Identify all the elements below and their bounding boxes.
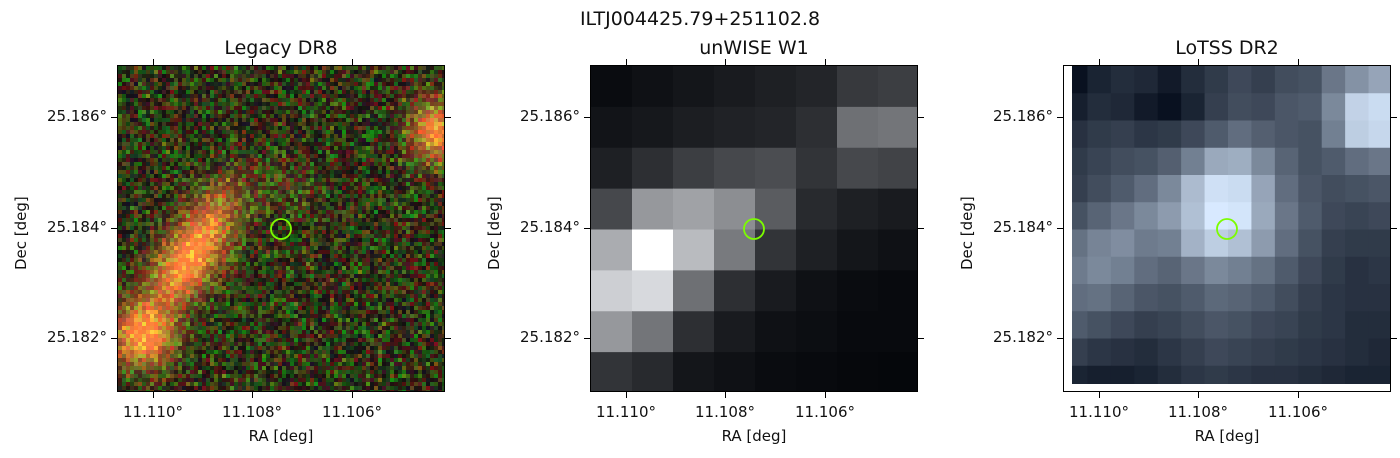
unwise-image xyxy=(590,65,918,392)
panel-lotss-dr2: LoTSS DR2 Dec [deg] 25.186° 25.184° 25.1… xyxy=(946,0,1400,458)
panel-unwise-w1: unWISE W1 Dec [deg] 25.186° 25.184° 25.1… xyxy=(473,0,924,458)
x-tick-label: 11.106° xyxy=(795,403,855,421)
y-tick-label: 25.186° xyxy=(47,107,107,125)
unwise-grayscale-cutout xyxy=(591,66,917,391)
figure-title: ILTJ004425.79+251102.8 xyxy=(579,8,821,30)
x-axis-label: RA [deg] xyxy=(721,427,787,445)
y-tick-label: 25.182° xyxy=(520,328,580,346)
x-tick-label: 11.106° xyxy=(1268,403,1328,421)
lotss-bone-cutout xyxy=(1064,66,1390,391)
y-tick-label: 25.186° xyxy=(993,107,1053,125)
legacy-image xyxy=(117,65,445,392)
legacy-rgb-cutout xyxy=(118,66,444,391)
x-tick-label: 11.110° xyxy=(1069,403,1129,421)
source-position-marker xyxy=(270,218,292,240)
x-tick-label: 11.108° xyxy=(222,403,282,421)
x-tick-label: 11.108° xyxy=(695,403,755,421)
x-tick-label: 11.108° xyxy=(1168,403,1228,421)
source-position-marker xyxy=(743,218,765,240)
x-axis-label: RA [deg] xyxy=(248,427,314,445)
panel-title: LoTSS DR2 xyxy=(1175,37,1279,59)
y-tick-label: 25.182° xyxy=(47,328,107,346)
x-tick-label: 11.110° xyxy=(123,403,183,421)
panel-title: Legacy DR8 xyxy=(224,37,338,59)
panel-legacy-dr8: Legacy DR8 Dec [deg] 25.186° 25.184° 25.… xyxy=(0,0,451,458)
lotss-image xyxy=(1063,65,1391,392)
source-position-marker xyxy=(1216,218,1238,240)
y-tick-label: 25.182° xyxy=(993,328,1053,346)
y-tick-label: 25.184° xyxy=(47,218,107,236)
y-tick-label: 25.186° xyxy=(520,107,580,125)
panel-title: unWISE W1 xyxy=(699,37,809,59)
y-tick-label: 25.184° xyxy=(993,218,1053,236)
x-tick-label: 11.106° xyxy=(322,403,382,421)
y-tick-label: 25.184° xyxy=(520,218,580,236)
x-tick-label: 11.110° xyxy=(596,403,656,421)
x-axis-label: RA [deg] xyxy=(1194,427,1260,445)
